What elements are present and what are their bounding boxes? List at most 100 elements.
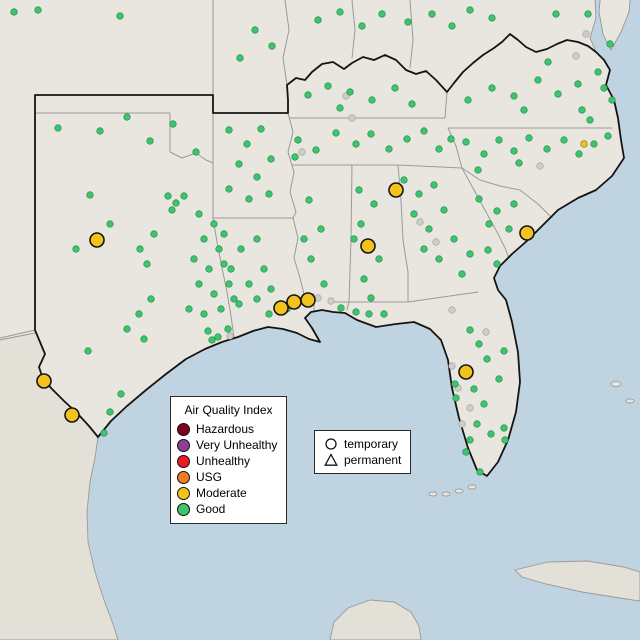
station-marker-good[interactable] — [473, 420, 481, 428]
station-marker-good[interactable] — [215, 245, 223, 253]
station-marker-moderate[interactable] — [458, 364, 474, 380]
station-marker-no-data[interactable] — [298, 148, 306, 156]
station-marker-good[interactable] — [470, 385, 478, 393]
station-marker-good[interactable] — [324, 82, 332, 90]
station-marker-good[interactable] — [375, 255, 383, 263]
station-marker-good[interactable] — [360, 275, 368, 283]
station-marker-good[interactable] — [100, 429, 108, 437]
station-marker-good[interactable] — [253, 295, 261, 303]
station-marker-no-data[interactable] — [582, 30, 590, 38]
station-marker-good[interactable] — [505, 225, 513, 233]
station-marker-good[interactable] — [368, 96, 376, 104]
station-marker-good[interactable] — [415, 190, 423, 198]
station-marker-moderate[interactable] — [64, 407, 80, 423]
station-marker-good[interactable] — [106, 220, 114, 228]
station-marker-good[interactable] — [488, 84, 496, 92]
station-marker-good[interactable] — [578, 106, 586, 114]
station-marker-good[interactable] — [305, 196, 313, 204]
station-marker-good[interactable] — [225, 126, 233, 134]
station-marker-good[interactable] — [480, 400, 488, 408]
station-marker-good[interactable] — [267, 285, 275, 293]
station-marker-good[interactable] — [72, 245, 80, 253]
station-marker-good[interactable] — [452, 394, 460, 402]
station-marker-good[interactable] — [10, 8, 18, 16]
station-marker-good[interactable] — [147, 295, 155, 303]
station-marker-good[interactable] — [510, 200, 518, 208]
station-marker-good[interactable] — [560, 136, 568, 144]
station-marker-good[interactable] — [475, 195, 483, 203]
station-marker-good[interactable] — [586, 116, 594, 124]
station-marker-good[interactable] — [230, 295, 238, 303]
station-marker-good[interactable] — [606, 40, 614, 48]
station-marker-good[interactable] — [500, 424, 508, 432]
station-marker-good[interactable] — [493, 207, 501, 215]
station-marker-good[interactable] — [440, 206, 448, 214]
station-marker-good[interactable] — [574, 80, 582, 88]
station-marker-good[interactable] — [554, 90, 562, 98]
station-marker-good[interactable] — [210, 220, 218, 228]
station-marker-good[interactable] — [123, 325, 131, 333]
station-marker-good[interactable] — [146, 137, 154, 145]
station-marker-good[interactable] — [235, 160, 243, 168]
station-marker-moderate[interactable] — [300, 292, 316, 308]
station-marker-no-data[interactable] — [327, 297, 335, 305]
station-marker-no-data[interactable] — [458, 420, 466, 428]
station-marker-good[interactable] — [350, 235, 358, 243]
station-marker-moderate[interactable] — [286, 294, 302, 310]
station-marker-good[interactable] — [466, 6, 474, 14]
station-marker-good[interactable] — [204, 327, 212, 335]
station-marker-good[interactable] — [291, 153, 299, 161]
station-marker-good[interactable] — [135, 310, 143, 318]
station-marker-good[interactable] — [515, 159, 523, 167]
station-marker-good[interactable] — [190, 255, 198, 263]
station-marker-good[interactable] — [235, 300, 243, 308]
station-marker-good[interactable] — [224, 325, 232, 333]
station-marker-moderate[interactable] — [360, 238, 376, 254]
station-marker-good[interactable] — [195, 280, 203, 288]
station-marker-good[interactable] — [552, 10, 560, 18]
station-marker-good[interactable] — [365, 310, 373, 318]
station-marker-good[interactable] — [200, 310, 208, 318]
station-marker-good[interactable] — [404, 18, 412, 26]
station-marker-good[interactable] — [466, 326, 474, 334]
station-marker-good[interactable] — [243, 140, 251, 148]
station-marker-good[interactable] — [352, 140, 360, 148]
station-marker-good[interactable] — [225, 280, 233, 288]
station-marker-good[interactable] — [294, 136, 302, 144]
station-marker-good[interactable] — [450, 235, 458, 243]
station-marker-good[interactable] — [84, 347, 92, 355]
station-marker-good[interactable] — [367, 130, 375, 138]
station-marker-good[interactable] — [510, 147, 518, 155]
station-marker-good[interactable] — [237, 245, 245, 253]
station-marker-good[interactable] — [484, 246, 492, 254]
station-marker-good[interactable] — [358, 22, 366, 30]
station-marker-good[interactable] — [116, 12, 124, 20]
station-marker-good[interactable] — [408, 100, 416, 108]
station-marker-good[interactable] — [462, 448, 470, 456]
station-marker-good[interactable] — [265, 190, 273, 198]
station-marker-good[interactable] — [225, 185, 233, 193]
station-marker-good[interactable] — [475, 340, 483, 348]
station-marker-good[interactable] — [428, 10, 436, 18]
station-marker-good[interactable] — [245, 280, 253, 288]
station-marker-good[interactable] — [495, 136, 503, 144]
station-marker-good[interactable] — [140, 335, 148, 343]
station-marker-good[interactable] — [172, 199, 180, 207]
station-marker-moderate[interactable] — [519, 225, 535, 241]
station-marker-good[interactable] — [168, 206, 176, 214]
station-marker-good[interactable] — [520, 106, 528, 114]
station-marker-good[interactable] — [265, 310, 273, 318]
station-marker-good[interactable] — [180, 192, 188, 200]
station-marker-good[interactable] — [245, 195, 253, 203]
station-marker-good[interactable] — [430, 181, 438, 189]
station-marker-good[interactable] — [435, 255, 443, 263]
station-marker-good[interactable] — [208, 336, 216, 344]
station-marker-moderate[interactable] — [388, 182, 404, 198]
station-marker-good[interactable] — [164, 192, 172, 200]
station-marker-good[interactable] — [227, 265, 235, 273]
station-marker-good[interactable] — [300, 235, 308, 243]
station-marker-good[interactable] — [447, 135, 455, 143]
station-marker-good[interactable] — [510, 92, 518, 100]
station-marker-good[interactable] — [200, 235, 208, 243]
station-marker-good[interactable] — [425, 225, 433, 233]
